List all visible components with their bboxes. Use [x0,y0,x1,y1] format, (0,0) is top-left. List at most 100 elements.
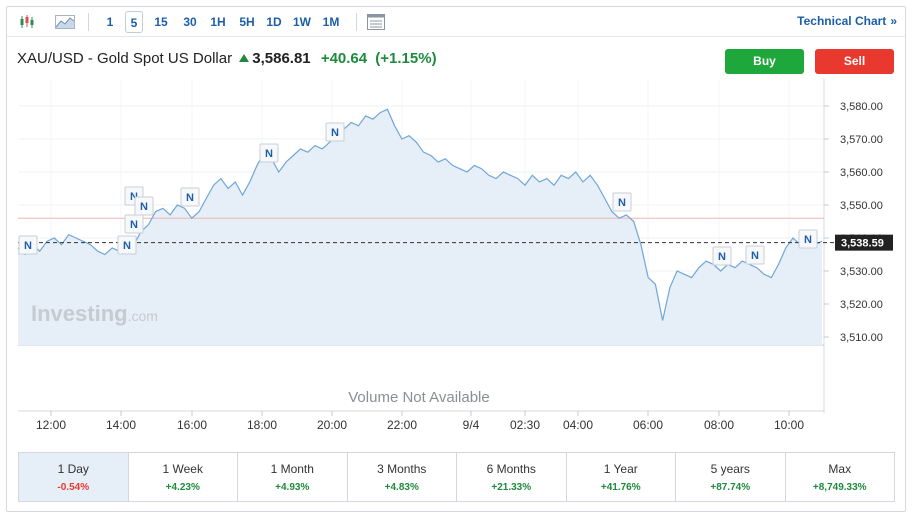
period-1[interactable]: 1 [106,15,114,29]
news-marker-label: N [751,250,759,262]
range-change: +4.23% [165,482,200,493]
news-marker[interactable]: N [117,235,137,255]
range-tab-1-year[interactable]: 1 Year +41.76% [566,453,676,501]
x-tick-label: 08:00 [704,418,734,432]
current-price-tag: 3,538.59 [835,234,893,251]
range-label: 3 Months [377,462,427,476]
period-1w[interactable]: 1W [293,15,311,29]
x-tick-label: 20:00 [317,418,347,432]
news-marker[interactable]: N [712,246,732,266]
price-change: +40.64 [320,50,368,67]
news-marker-label: N [331,127,339,139]
watermark-brand: Investing [31,301,128,326]
range-label: 5 years [710,462,750,476]
y-tick-label: 3,530.00 [840,266,883,278]
news-marker[interactable]: N [180,187,200,207]
quote-header: XAU/USD - Gold Spot US Dollar 3,586.81 +… [17,50,437,67]
y-tick-label: 3,580.00 [840,101,883,113]
x-axis: 12:00 14:00 16:00 18:00 20:00 22:00 9/4 02:30 04… [36,411,804,432]
y-tick-label: 3,520.00 [840,299,883,311]
range-tab-6-months[interactable]: 6 Months +21.33% [457,453,567,501]
news-marker-label: N [123,240,131,252]
news-marker[interactable]: N [124,214,144,234]
price-change-percent: (+1.15%) [375,50,437,67]
area-chart-icon[interactable] [53,12,77,32]
period-15[interactable]: 15 [154,15,168,29]
news-marker-label: N [718,251,726,263]
period-30[interactable]: 30 [183,15,197,29]
current-price-label: 3,538.59 [841,238,884,250]
x-tick-label: 06:00 [633,418,663,432]
range-label: 6 Months [486,462,536,476]
news-marker-label: N [24,240,32,252]
toolbar-divider [88,13,89,31]
x-tick-label: 22:00 [387,418,417,432]
range-change: +21.33% [491,482,532,493]
news-marker-label: N [140,201,148,213]
range-change: +87.74% [710,482,751,493]
news-marker[interactable]: N [325,122,345,142]
news-marker[interactable]: N [612,192,632,212]
calendar-icon[interactable] [366,12,386,32]
technical-chart-label: Technical Chart [797,14,887,28]
toolbar-divider [356,13,357,31]
arrow-up-icon [239,53,250,62]
range-change: +4.83% [384,482,419,493]
buy-button[interactable]: Buy [725,49,804,74]
news-marker-label: N [186,192,194,204]
period-5h[interactable]: 5H [239,15,255,29]
news-marker[interactable]: N [259,143,279,163]
x-tick-label: 16:00 [177,418,207,432]
news-marker[interactable]: N [745,245,765,265]
news-marker-label: N [804,234,812,246]
price-area [18,109,822,345]
y-tick-label: 3,550.00 [840,200,883,212]
x-tick-label: 02:30 [510,418,540,432]
candlestick-icon[interactable] [17,12,37,32]
y-tick-label: 3,510.00 [840,332,883,344]
range-tab-1-week[interactable]: 1 Week +4.23% [128,453,238,501]
technical-chart-link[interactable]: Technical Chart» [797,14,897,28]
x-tick-label: 04:00 [563,418,593,432]
y-axis: 3,510.003,520.003,530.003,540.003,550.00… [824,101,883,344]
range-tab-1-month[interactable]: 1 Month +4.93% [238,453,348,501]
y-tick-label: 3,560.00 [840,167,883,179]
period-1h[interactable]: 1H [210,15,226,29]
range-label: Max [828,462,852,476]
x-tick-label: 10:00 [774,418,804,432]
range-tab-3-months[interactable]: 3 Months +4.83% [347,453,457,501]
news-marker-label: N [265,148,273,160]
range-change: +4.93% [275,482,310,493]
news-marker-label: N [130,219,138,231]
range-label: 1 Year [603,462,638,476]
sell-button[interactable]: Sell [815,49,894,74]
period-1d[interactable]: 1D [266,15,282,29]
last-price: 3,586.81 [252,50,311,67]
performance-ranges: 1 Day -0.54% 1 Week +4.23% 1 Month +4.93% 3 Mo… [18,452,895,502]
range-change: -0.54% [57,482,90,493]
range-tab-1-day[interactable]: 1 Day -0.54% [19,453,129,501]
news-marker-label: N [130,191,138,203]
range-label: 1 Month [270,462,314,476]
x-tick-label: 14:00 [106,418,136,432]
price-chart[interactable]: 3,510.003,520.003,530.003,540.003,550.00… [7,7,905,447]
range-change: +8,749.33% [812,482,867,493]
period-1m[interactable]: 1M [322,15,340,29]
news-marker-label: N [618,197,626,209]
y-tick-label: 3,570.00 [840,134,883,146]
x-tick-label: 12:00 [36,418,66,432]
range-label: 1 Week [162,462,203,476]
range-tab-max[interactable]: Max +8,749.33% [785,453,894,501]
range-tab-5-years[interactable]: 5 years +87.74% [676,453,786,501]
range-label: 1 Day [57,462,89,476]
news-marker[interactable]: N [134,196,154,216]
x-tick-label: 18:00 [247,418,277,432]
chevron-right-icon: » [890,14,897,28]
range-change: +41.76% [600,482,641,493]
news-marker[interactable]: N [798,229,818,249]
news-marker[interactable]: N [18,235,38,255]
period-5[interactable]: 5 [125,11,143,33]
price-line [17,108,823,321]
x-tick-label: 9/4 [463,418,480,432]
